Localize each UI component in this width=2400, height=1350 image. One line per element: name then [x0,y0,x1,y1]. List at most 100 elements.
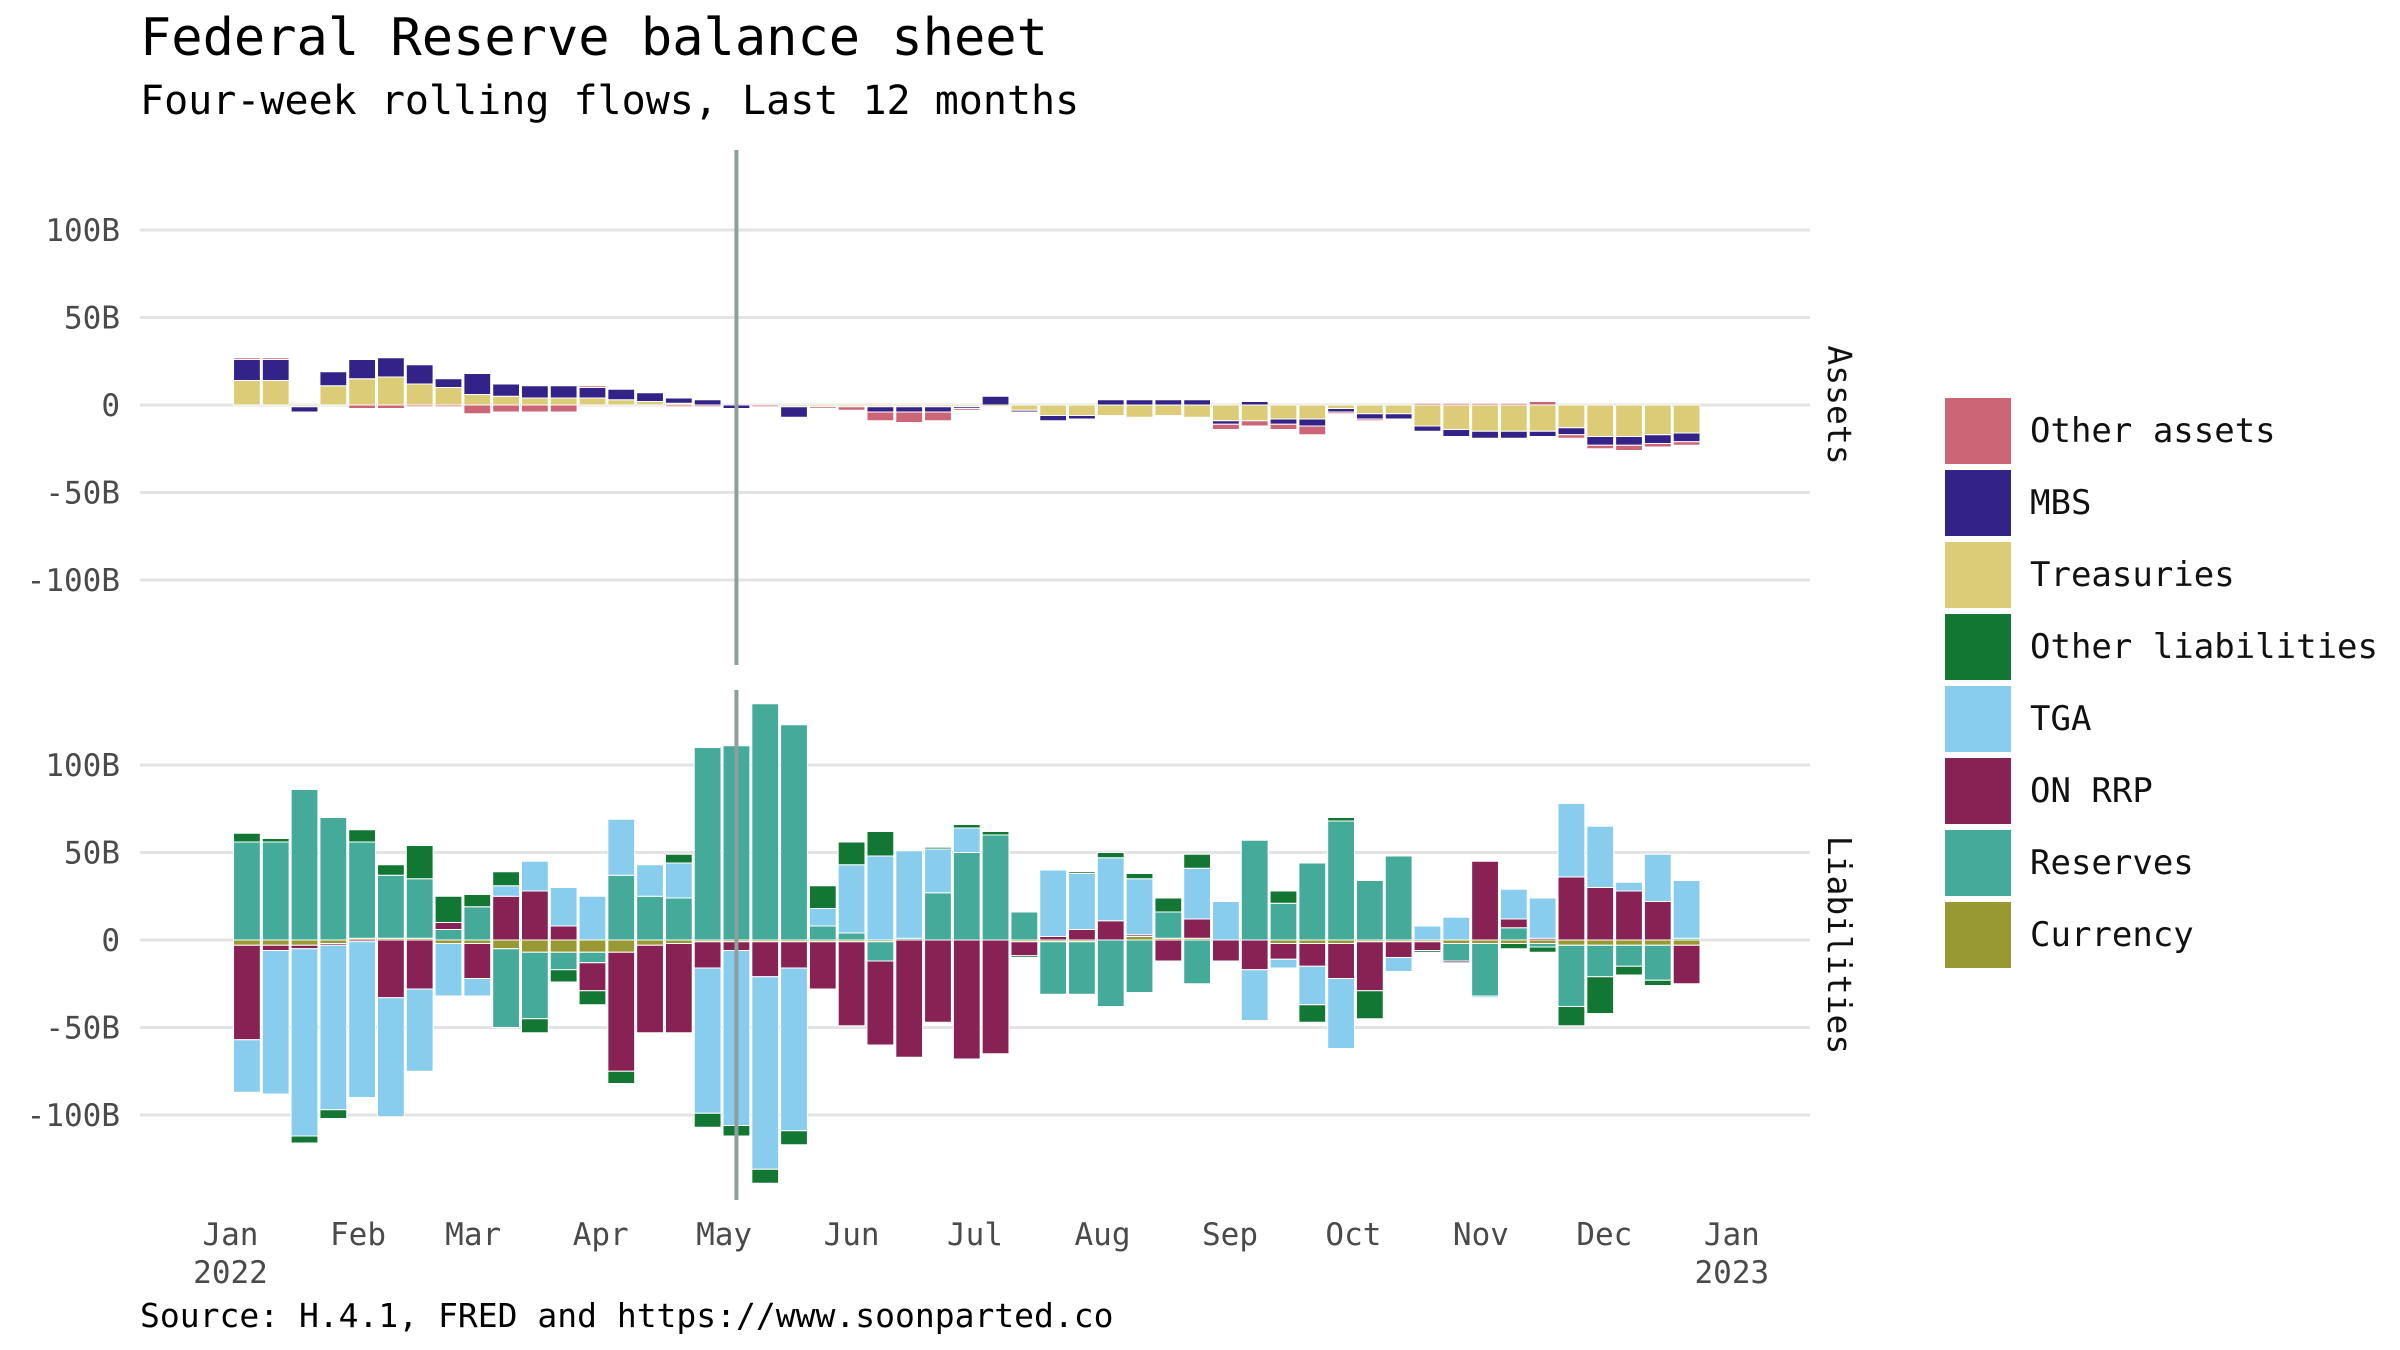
bar-mbs [1672,432,1701,443]
bar-on-rrp [607,951,636,1072]
bar-reserves [463,906,492,941]
bar-on-rrp [1183,918,1212,939]
bar-other-liabilities [1499,943,1528,950]
bar-other-assets [1355,418,1384,422]
bar-treasuries [1327,404,1355,409]
bar-reserves [377,874,405,939]
bar-tga [607,818,636,876]
x-tick-label: Jul [947,1217,1003,1253]
bar-reserves [1327,820,1355,941]
bar-mbs [463,373,492,395]
bar-currency [1442,939,1471,944]
bar-mbs [1183,399,1212,406]
bar-other-liabilities [1010,955,1039,958]
chart-title: Federal Reserve balance sheet [140,8,1048,68]
bar-tga [1327,978,1355,1049]
bar-mbs [1528,430,1557,437]
bar-tga [319,944,348,1111]
bar-treasuries [1096,404,1125,416]
bar-currency [319,939,348,944]
bar-tga [1212,901,1240,941]
bar-tga [895,850,924,939]
bar-mbs [1413,425,1442,432]
bar-mbs [1615,436,1643,446]
bar-treasuries [549,397,578,406]
bar-other-assets [1643,443,1672,448]
bar-other-assets [808,406,837,409]
bar-reserves [981,834,1010,941]
bar-other-assets [1442,402,1471,406]
x-tick-year: 2022 [193,1255,268,1291]
bar-mbs [895,406,924,413]
bar-other-assets [578,385,607,388]
bar-tga [520,860,549,892]
bar-other-liabilities [463,894,492,908]
bar-on-rrp [1039,936,1068,941]
y-tick-label: -100B [27,1098,120,1134]
bar-currency [636,939,664,946]
bar-other-assets [924,411,952,422]
bar-tga [1442,916,1471,941]
bar-mbs [924,406,952,413]
bar-on-rrp [1212,939,1240,962]
bar-reserves [607,874,636,941]
bar-on-rrp [924,939,952,1023]
legend-swatch [1945,542,2011,608]
bar-on-rrp [492,895,520,941]
legend-label: Currency [2030,915,2194,955]
bar-on-rrp [1499,918,1528,929]
legend-swatch [1945,686,2011,752]
bar-treasuries [1298,404,1327,420]
bar-treasuries [1010,404,1039,411]
bar-on-rrp [1096,920,1125,941]
legend-swatch [1945,398,2011,464]
bar-tga [693,967,722,1114]
bar-other-assets [1212,423,1240,430]
bar-other-liabilities [664,853,693,864]
bar-other-assets [693,404,722,408]
bar-tga [837,864,866,934]
bar-on-rrp [1384,941,1413,958]
axes: 100B 50B 0 -50B -100B Assets 100B 50B 0 -50B -100B… [27,150,1859,1291]
bar-mbs [981,395,1010,406]
bar-tga [463,978,492,997]
bar-mbs [520,385,549,399]
bar-other-liabilities [1125,873,1154,880]
bar-mbs [233,359,261,381]
bar-mbs [1154,399,1183,406]
bar-currency [233,939,261,946]
bar-currency [463,939,492,944]
bar-reserves [319,817,348,941]
bar-mbs [636,392,664,402]
bar-treasuries [1154,404,1183,416]
bar-other-assets [1298,425,1327,436]
bar-other-liabilities [1643,979,1672,986]
bar-on-rrp [693,941,722,969]
bar-treasuries [1672,404,1701,434]
bar-currency [578,939,607,953]
bar-on-rrp [751,941,780,978]
bar-mbs [549,385,578,399]
bar-reserves [866,941,895,962]
x-tick-label: May [696,1217,752,1253]
bar-other-liabilities [233,832,261,843]
bar-tga [233,1039,261,1093]
bar-tga [636,864,664,897]
bar-currency [492,939,520,950]
x-tick-label: Feb [330,1217,386,1253]
bar-tga [1528,897,1557,939]
bar-currency [434,939,463,944]
bar-other-assets [261,357,290,360]
bar-currency [1471,939,1499,944]
bar-on-rrp [1471,860,1499,941]
bar-other-assets [405,404,434,408]
bar-other-liabilities [1269,890,1298,904]
bar-other-assets [377,404,405,409]
bar-mbs [780,406,808,418]
bar-other-assets [1586,444,1615,450]
bar-currency [1499,939,1528,944]
bar-on-rrp [1240,939,1269,971]
bar-reserves [1615,944,1643,967]
bar-tga [1096,857,1125,922]
bar-on-rrp [290,944,319,950]
